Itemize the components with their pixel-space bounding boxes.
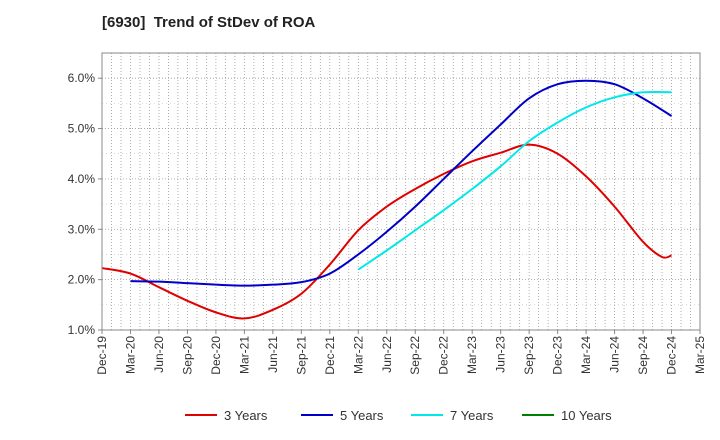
y-tick-label: 1.0% — [68, 323, 96, 337]
legend-label-7-years: 7 Years — [450, 408, 494, 423]
x-tick-label: Mar-21 — [237, 336, 251, 374]
x-tick-label: Dec-22 — [437, 336, 451, 375]
series-lines — [101, 79, 673, 320]
legend-label-10-years: 10 Years — [561, 408, 612, 423]
x-tick-label: Mar-22 — [351, 336, 365, 374]
series-line-7-years — [357, 90, 672, 271]
x-tick-label: Dec-21 — [323, 336, 337, 375]
x-tick-label: Jun-21 — [266, 336, 280, 373]
legend: 3 Years 5 Years 7 Years 10 Years — [185, 408, 612, 423]
x-tick-label: Dec-20 — [209, 336, 223, 375]
y-tick-label: 6.0% — [68, 71, 96, 85]
plot-area — [102, 53, 700, 330]
y-tick-label: 3.0% — [68, 222, 96, 236]
x-tick-label: Sep-22 — [408, 336, 422, 375]
x-tick-label: Jun-23 — [494, 336, 508, 373]
y-axis: 1.0% 2.0% 3.0% 4.0% 5.0% 6.0% — [68, 71, 102, 337]
x-tick-label: Sep-23 — [522, 336, 536, 375]
x-tick-label: Jun-20 — [152, 336, 166, 373]
legend-label-5-years: 5 Years — [340, 408, 384, 423]
x-tick-label: Dec-19 — [95, 336, 109, 375]
x-tick-label: Mar-25 — [693, 336, 707, 374]
x-tick-label: Dec-24 — [665, 336, 679, 375]
y-tick-label: 5.0% — [68, 122, 96, 136]
grid-lines — [102, 53, 700, 331]
x-tick-label: Sep-24 — [636, 336, 650, 375]
x-tick-label: Jun-24 — [608, 336, 622, 373]
legend-label-3-years: 3 Years — [224, 408, 268, 423]
x-tick-label: Sep-21 — [294, 336, 308, 375]
x-tick-label: Mar-24 — [579, 336, 593, 374]
y-tick-label: 4.0% — [68, 172, 96, 186]
x-axis: Dec-19 Mar-20 Jun-20 Sep-20 Dec-20 Mar-21 Jun-… — [95, 330, 707, 375]
x-tick-label: Sep-20 — [180, 336, 194, 375]
x-tick-label: Dec-23 — [551, 336, 565, 375]
plot-border — [101, 52, 701, 331]
x-tick-label: Jun-22 — [380, 336, 394, 373]
y-tick-label: 2.0% — [68, 273, 96, 287]
series-line-5-years — [130, 79, 673, 287]
chart-title: [6930] Trend of StDev of ROA — [102, 14, 316, 31]
x-tick-label: Mar-23 — [465, 336, 479, 374]
x-tick-label: Mar-20 — [123, 336, 137, 374]
series-line-3-years — [101, 143, 672, 320]
